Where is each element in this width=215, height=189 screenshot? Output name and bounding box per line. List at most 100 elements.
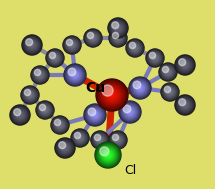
Circle shape — [30, 43, 34, 47]
Circle shape — [86, 106, 104, 124]
Circle shape — [96, 136, 104, 144]
Circle shape — [88, 108, 96, 116]
Circle shape — [22, 35, 42, 55]
Circle shape — [109, 131, 127, 149]
Circle shape — [53, 56, 57, 60]
Circle shape — [115, 26, 120, 30]
Circle shape — [97, 137, 103, 143]
Circle shape — [180, 60, 190, 70]
Circle shape — [28, 93, 32, 97]
Circle shape — [181, 101, 189, 109]
Circle shape — [160, 64, 177, 81]
Circle shape — [26, 39, 38, 51]
Circle shape — [53, 118, 67, 132]
Circle shape — [112, 32, 119, 39]
Circle shape — [84, 105, 105, 125]
Circle shape — [60, 143, 70, 153]
Circle shape — [178, 58, 192, 72]
Circle shape — [101, 84, 123, 106]
Circle shape — [73, 73, 77, 77]
Circle shape — [132, 80, 148, 96]
Circle shape — [71, 44, 73, 46]
Circle shape — [96, 143, 120, 167]
Circle shape — [49, 52, 56, 59]
Circle shape — [88, 33, 98, 43]
Circle shape — [176, 56, 194, 74]
Circle shape — [24, 89, 31, 96]
Circle shape — [93, 133, 107, 147]
Circle shape — [26, 91, 34, 99]
Circle shape — [116, 138, 120, 142]
Circle shape — [44, 109, 46, 111]
Circle shape — [38, 73, 42, 77]
Circle shape — [136, 84, 144, 92]
Circle shape — [175, 95, 195, 115]
Circle shape — [129, 112, 131, 113]
Circle shape — [96, 143, 120, 167]
Circle shape — [107, 90, 117, 100]
Circle shape — [65, 65, 85, 85]
Circle shape — [55, 120, 65, 130]
Circle shape — [94, 114, 96, 116]
Circle shape — [100, 83, 124, 107]
Circle shape — [51, 53, 60, 63]
Circle shape — [48, 51, 62, 65]
Circle shape — [34, 69, 46, 81]
Circle shape — [33, 68, 47, 82]
Circle shape — [84, 104, 106, 126]
Circle shape — [55, 121, 64, 129]
Circle shape — [111, 21, 125, 35]
Circle shape — [98, 145, 118, 165]
Circle shape — [146, 50, 164, 67]
Circle shape — [37, 101, 54, 119]
Circle shape — [152, 55, 158, 61]
Circle shape — [108, 18, 128, 38]
Circle shape — [71, 129, 89, 147]
Circle shape — [72, 72, 78, 78]
Circle shape — [117, 37, 119, 39]
Circle shape — [59, 124, 61, 126]
Circle shape — [26, 91, 34, 99]
Circle shape — [39, 104, 46, 111]
Circle shape — [139, 87, 141, 89]
Circle shape — [132, 80, 148, 96]
Circle shape — [58, 141, 72, 155]
Circle shape — [182, 62, 188, 68]
Circle shape — [51, 54, 59, 62]
Circle shape — [130, 43, 140, 53]
Circle shape — [75, 133, 85, 143]
Circle shape — [165, 69, 171, 75]
Circle shape — [134, 47, 136, 49]
Circle shape — [183, 64, 186, 67]
Circle shape — [112, 32, 124, 44]
Circle shape — [129, 111, 131, 113]
Circle shape — [152, 55, 158, 61]
Circle shape — [161, 65, 175, 79]
Circle shape — [112, 22, 119, 29]
Circle shape — [167, 71, 169, 73]
Circle shape — [112, 134, 124, 146]
Circle shape — [87, 32, 99, 44]
Circle shape — [128, 110, 132, 114]
Circle shape — [74, 74, 75, 76]
Circle shape — [57, 140, 73, 156]
Circle shape — [74, 74, 76, 76]
Circle shape — [84, 29, 101, 46]
Circle shape — [110, 132, 126, 148]
Circle shape — [177, 97, 193, 113]
Circle shape — [114, 24, 122, 32]
Circle shape — [116, 36, 120, 40]
Circle shape — [111, 133, 125, 147]
Circle shape — [164, 86, 176, 98]
Circle shape — [133, 81, 141, 89]
Circle shape — [38, 103, 52, 117]
Circle shape — [160, 64, 176, 80]
Circle shape — [114, 34, 122, 42]
Circle shape — [84, 29, 102, 47]
Circle shape — [151, 54, 159, 62]
Circle shape — [163, 67, 172, 77]
Circle shape — [167, 89, 173, 95]
Circle shape — [52, 55, 58, 61]
Circle shape — [183, 63, 187, 67]
Circle shape — [100, 147, 109, 156]
